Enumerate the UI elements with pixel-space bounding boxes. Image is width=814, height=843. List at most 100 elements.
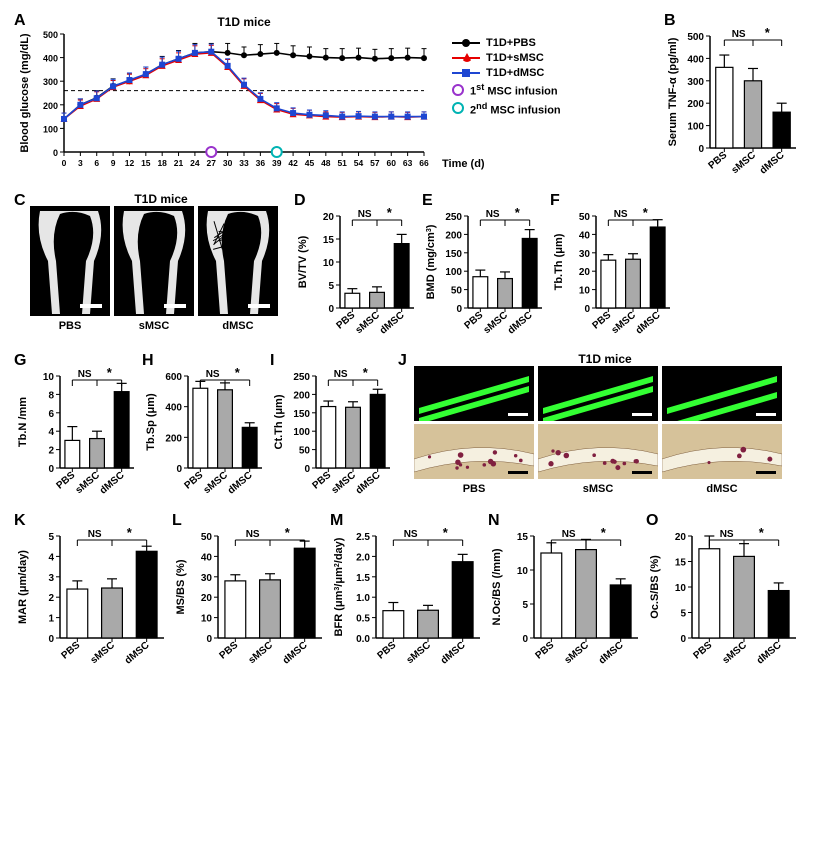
svg-text:0: 0 [522, 634, 528, 645]
panel-label-F: F [550, 192, 560, 210]
svg-text:0: 0 [584, 304, 590, 315]
svg-text:dMSC: dMSC [506, 310, 535, 337]
panel-A-xlabel: Time (d) [442, 158, 485, 170]
svg-text:0: 0 [456, 304, 462, 315]
svg-text:300: 300 [687, 77, 704, 88]
svg-text:3: 3 [78, 158, 83, 168]
svg-text:0: 0 [62, 158, 67, 168]
svg-text:2.5: 2.5 [356, 532, 370, 543]
panel-label-M: M [330, 512, 343, 530]
svg-text:Blood glucose (mg/dL): Blood glucose (mg/dL) [19, 33, 31, 152]
svg-text:NS: NS [486, 209, 500, 220]
svg-text:PBS: PBS [691, 640, 714, 662]
svg-text:1.5: 1.5 [356, 573, 370, 584]
trap-image-smsc [538, 424, 658, 479]
svg-text:0.5: 0.5 [356, 614, 370, 625]
svg-text:sMSC: sMSC [74, 470, 102, 496]
panel-L-chart: 01020304050MS/BS (%)PBSsMSCdMSCNS* [170, 512, 328, 672]
svg-text:dMSC: dMSC [439, 640, 468, 667]
svg-text:6: 6 [94, 158, 99, 168]
svg-text:sMSC: sMSC [89, 640, 117, 666]
svg-text:dMSC: dMSC [354, 470, 383, 497]
svg-text:0: 0 [680, 634, 686, 645]
svg-text:PBS: PBS [217, 640, 240, 662]
svg-text:20: 20 [579, 267, 591, 278]
svg-text:200: 200 [445, 230, 462, 241]
svg-text:PBS: PBS [375, 640, 398, 662]
panel-label-C: C [14, 192, 26, 210]
svg-text:39: 39 [272, 158, 282, 168]
svg-text:250: 250 [293, 372, 310, 383]
calcein-image-smsc [538, 366, 658, 421]
svg-text:NS: NS [246, 529, 260, 540]
panel-F-chart: 01020304050Tb.Th (μm)PBSsMSCdMSCNS* [548, 192, 676, 342]
svg-text:30: 30 [223, 158, 233, 168]
svg-text:4: 4 [48, 552, 54, 563]
panel-J-label-dmsc: dMSC [662, 483, 782, 495]
trap-image-dmsc [662, 424, 782, 479]
panel-A-label: A [14, 12, 26, 30]
svg-text:MAR (μm/day): MAR (μm/day) [17, 550, 29, 624]
svg-text:100: 100 [445, 267, 462, 278]
svg-text:0: 0 [48, 634, 54, 645]
svg-text:dMSC: dMSC [226, 470, 255, 497]
svg-text:10: 10 [579, 286, 591, 297]
svg-text:60: 60 [387, 158, 397, 168]
panel-label-L: L [172, 512, 182, 530]
svg-text:500: 500 [43, 30, 58, 40]
svg-text:1.0: 1.0 [356, 593, 370, 604]
ct-label-pbs: PBS [30, 320, 110, 332]
svg-text:250: 250 [445, 212, 462, 223]
panel-M-chart: 0.00.51.01.52.02.5BFR (μm3/μm2/day)PBSsM… [328, 512, 486, 672]
svg-text:30: 30 [579, 249, 591, 260]
svg-text:54: 54 [354, 158, 364, 168]
svg-text:T1D mice: T1D mice [217, 15, 271, 29]
panel-H-chart: 0200400600Tb.Sp (μm)PBSsMSCdMSCNS* [140, 352, 268, 502]
panel-label-E: E [422, 192, 433, 210]
svg-text:30: 30 [201, 573, 213, 584]
panel-label-G: G [14, 352, 26, 370]
svg-text:sMSC: sMSC [247, 640, 275, 666]
panel-label-D: D [294, 192, 306, 210]
panel-A-legend: T1D+PBST1D+sMSCT1D+dMSC1st MSC infusion2… [452, 34, 652, 119]
svg-text:18: 18 [157, 158, 167, 168]
svg-text:NS: NS [358, 209, 372, 220]
svg-text:150: 150 [293, 409, 310, 420]
panel-label-K: K [14, 512, 26, 530]
svg-text:NS: NS [562, 529, 576, 540]
svg-text:*: * [515, 205, 521, 220]
svg-text:5: 5 [48, 532, 54, 543]
svg-text:sMSC: sMSC [563, 640, 591, 666]
svg-text:51: 51 [337, 158, 347, 168]
svg-text:5: 5 [522, 600, 528, 611]
svg-text:42: 42 [288, 158, 298, 168]
svg-text:*: * [759, 525, 765, 540]
svg-text:0: 0 [176, 464, 182, 475]
panel-E-chart: 050100150200250BMD (mg/cm3)PBSsMSCdMSCNS… [420, 192, 548, 342]
svg-text:20: 20 [201, 593, 213, 604]
svg-text:*: * [107, 365, 113, 380]
svg-text:12: 12 [125, 158, 135, 168]
svg-text:Tb.Sp (μm): Tb.Sp (μm) [145, 393, 157, 451]
svg-text:150: 150 [445, 249, 462, 260]
panel-label-I: I [270, 352, 274, 370]
svg-text:0.0: 0.0 [356, 634, 370, 645]
svg-text:PBS: PBS [533, 640, 556, 662]
panel-J-label-smsc: sMSC [538, 483, 658, 495]
ct-image-smsc [114, 206, 194, 316]
svg-text:Tb.Th (μm): Tb.Th (μm) [553, 233, 565, 290]
svg-text:15: 15 [323, 235, 335, 246]
svg-text:200: 200 [293, 390, 310, 401]
svg-text:15: 15 [517, 532, 529, 543]
ct-image-dmsc [198, 206, 278, 316]
panel-J-title: T1D mice [414, 352, 796, 366]
panel-J-label-pbs: PBS [414, 483, 534, 495]
svg-text:2: 2 [48, 446, 54, 457]
svg-text:20: 20 [323, 212, 335, 223]
svg-text:dMSC: dMSC [755, 640, 784, 667]
svg-text:0: 0 [698, 144, 704, 155]
svg-text:400: 400 [165, 403, 182, 414]
svg-text:NS: NS [88, 529, 102, 540]
svg-text:66: 66 [419, 158, 429, 168]
svg-text:100: 100 [687, 122, 704, 133]
